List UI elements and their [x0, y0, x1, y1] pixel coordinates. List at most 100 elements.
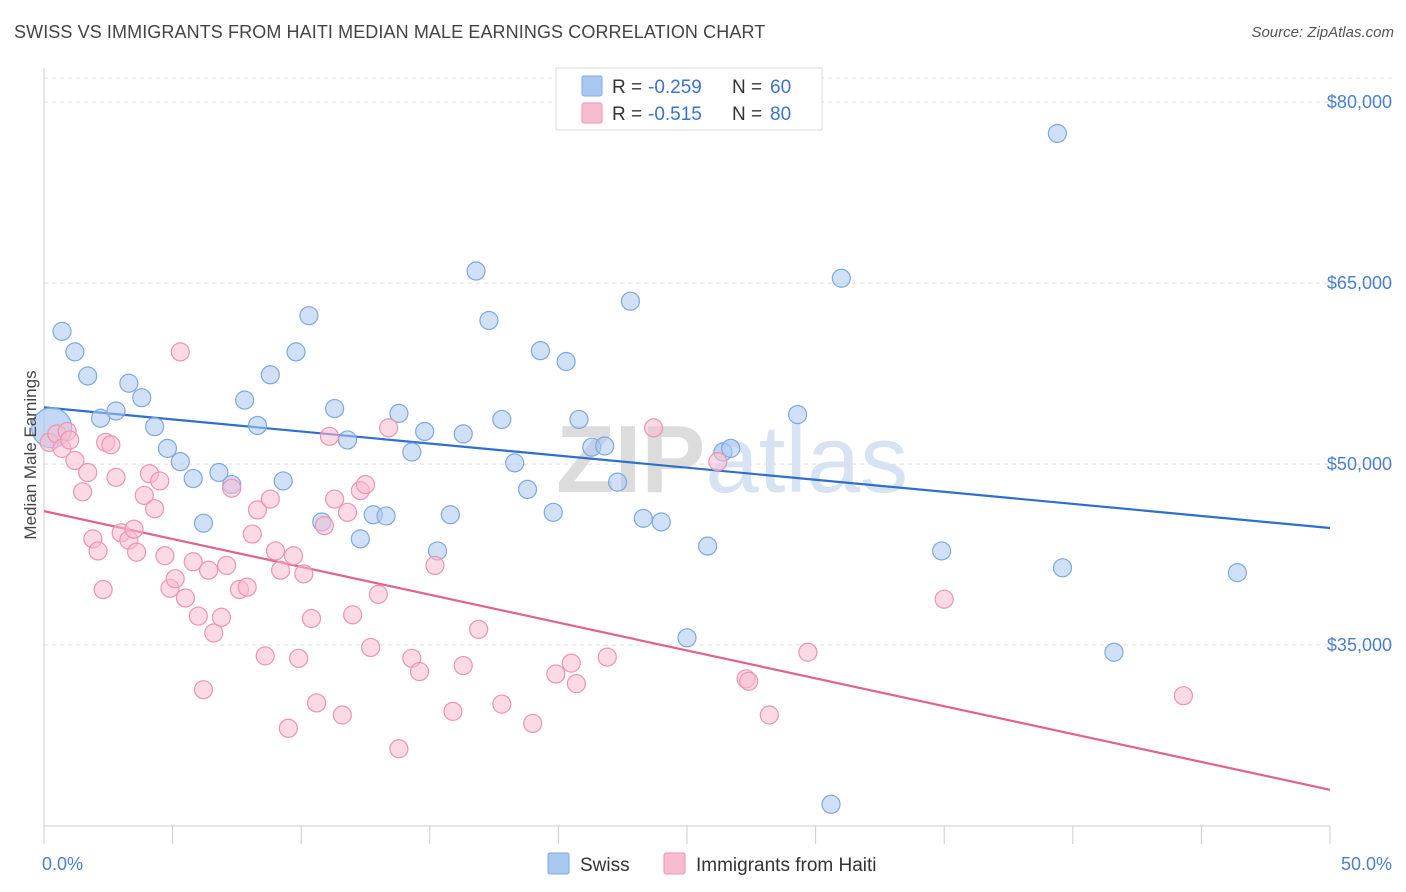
data-point	[278, 718, 298, 738]
data-point	[247, 500, 268, 520]
data-point	[389, 739, 409, 759]
data-point	[193, 680, 214, 700]
data-point	[556, 351, 576, 372]
data-point	[170, 452, 190, 472]
data-point	[1052, 558, 1073, 578]
data-point	[299, 306, 319, 326]
chart-source: Source: ZipAtlas.com	[1251, 24, 1394, 41]
data-point	[183, 468, 203, 489]
legend-swatch-swiss	[581, 75, 603, 97]
data-point	[469, 619, 489, 639]
data-point	[183, 552, 203, 572]
data-point	[530, 341, 550, 361]
data-point	[443, 701, 463, 721]
data-point	[721, 438, 741, 458]
data-point	[294, 564, 314, 584]
data-point	[222, 478, 242, 498]
data-point	[65, 450, 85, 471]
data-point	[492, 409, 512, 430]
data-point	[193, 513, 214, 533]
data-point	[165, 569, 185, 589]
data-point	[1173, 686, 1193, 706]
data-point	[88, 541, 108, 561]
data-point	[697, 536, 718, 556]
data-point	[546, 664, 566, 684]
data-point	[271, 560, 291, 580]
data-point	[283, 546, 304, 566]
data-point	[60, 430, 80, 450]
data-point	[569, 409, 589, 430]
legend-r-value: -0.259	[648, 77, 702, 98]
data-point	[150, 471, 170, 491]
data-point	[144, 417, 165, 437]
trend-line-haiti	[43, 510, 1331, 791]
data-point	[325, 489, 345, 509]
data-point	[651, 512, 671, 532]
data-point	[523, 713, 543, 734]
data-point	[376, 506, 396, 526]
data-point	[361, 637, 381, 658]
data-point	[101, 435, 121, 455]
data-point	[379, 418, 399, 438]
data-point	[126, 542, 147, 562]
data-point	[237, 577, 257, 597]
legend-row-swiss: R = -0.259 N = 60	[581, 75, 791, 98]
data-point	[119, 373, 139, 393]
y-tick-label: $35,000	[1327, 635, 1392, 655]
data-point	[260, 489, 280, 509]
data-point	[199, 560, 219, 580]
legend-n-value: 60	[770, 77, 791, 98]
data-point	[409, 661, 430, 682]
data-point	[831, 268, 851, 288]
data-point	[453, 655, 473, 676]
data-point	[389, 403, 409, 423]
legend-row-haiti: R = -0.515 N = 80	[581, 102, 791, 125]
data-point	[209, 462, 229, 483]
x-tick-label: 0.0%	[42, 854, 83, 874]
data-point	[170, 342, 190, 362]
legend-r-label: R =	[612, 104, 642, 125]
tick-labels: $35,000 $50,000 $65,000 $80,000 0.0% 50.0%	[42, 92, 1392, 874]
data-points	[31, 123, 1248, 814]
legend-n-label: N =	[732, 104, 762, 125]
data-point	[124, 519, 144, 539]
series-haiti	[39, 342, 1193, 759]
data-point	[134, 485, 154, 506]
data-point	[505, 453, 525, 473]
data-point	[787, 405, 808, 425]
data-point	[402, 442, 422, 462]
bottom-legend-swatch-haiti	[663, 852, 686, 875]
data-point	[934, 589, 954, 609]
data-point	[739, 671, 759, 691]
data-point	[759, 705, 779, 725]
data-point	[260, 365, 280, 385]
data-point	[453, 424, 473, 444]
y-tick-label: $80,000	[1327, 92, 1392, 112]
data-point	[1104, 642, 1124, 662]
data-point	[821, 794, 841, 814]
data-point	[211, 607, 232, 627]
data-point	[350, 529, 370, 549]
data-point	[343, 605, 363, 625]
bottom-legend-swatch-swiss	[547, 852, 570, 875]
bottom-legend-label-haiti: Immigrants from Haiti	[696, 855, 877, 876]
data-point	[155, 546, 175, 566]
data-point	[479, 310, 499, 331]
data-point	[286, 342, 306, 362]
data-point	[319, 426, 340, 446]
data-point	[289, 648, 309, 668]
data-point	[325, 398, 345, 419]
data-point	[708, 452, 728, 472]
data-point	[144, 499, 165, 519]
data-point	[1047, 123, 1067, 144]
data-point	[337, 502, 358, 522]
data-point	[106, 401, 126, 421]
data-point	[157, 438, 178, 458]
data-point	[643, 418, 664, 438]
data-point	[273, 471, 293, 491]
data-point	[52, 321, 72, 341]
data-point	[466, 261, 486, 281]
x-tick-label: 50.0%	[1341, 854, 1392, 874]
chart-title: SWISS VS IMMIGRANTS FROM HAITI MEDIAN MA…	[14, 22, 766, 42]
data-point	[247, 415, 268, 436]
